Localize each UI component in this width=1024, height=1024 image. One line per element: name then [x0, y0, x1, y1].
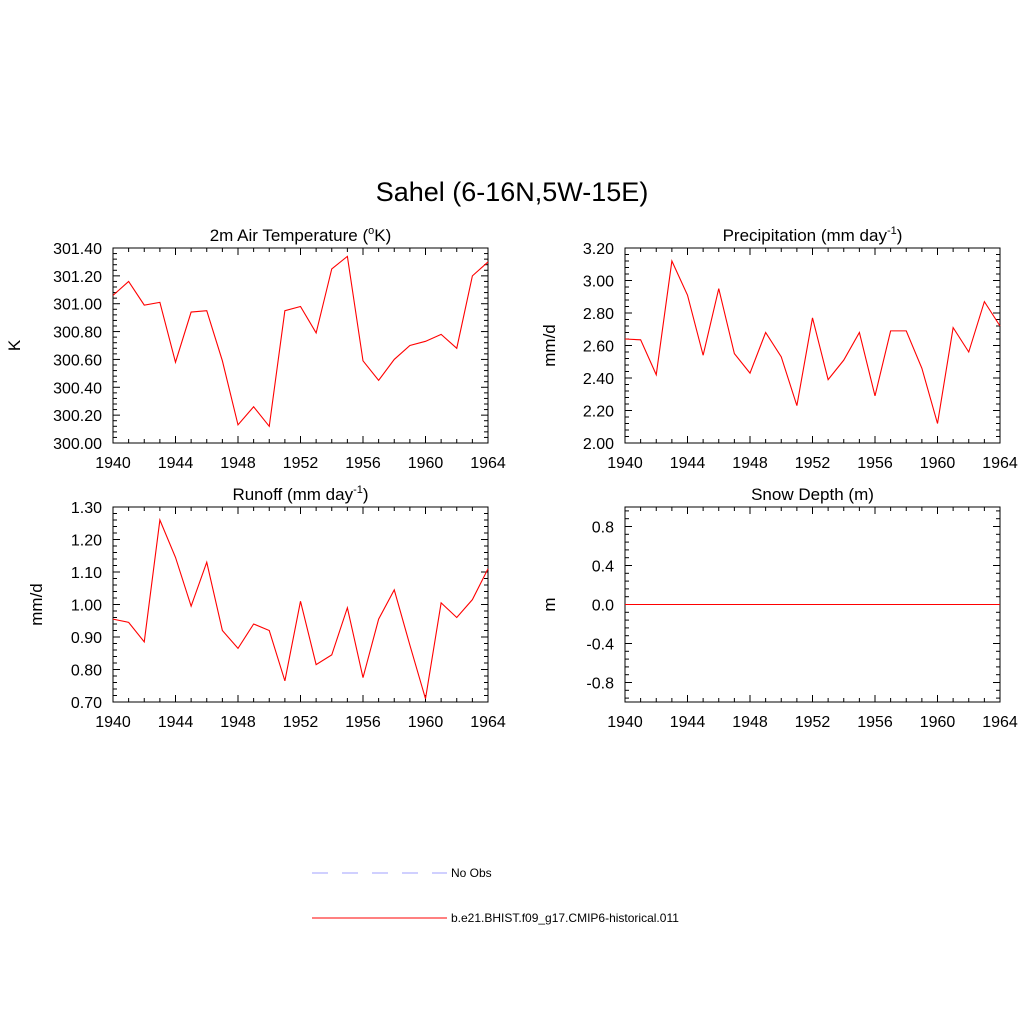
figure-title: Sahel (6-16N,5W-15E) — [376, 177, 649, 207]
y-tick-label: 0.4 — [592, 559, 614, 576]
x-tick-label: 1960 — [408, 455, 444, 472]
x-tick-label: 1960 — [408, 714, 444, 731]
x-tick-label: 1964 — [470, 455, 506, 472]
panel-title-0: 2m Air Temperature (oK) — [210, 225, 392, 245]
x-tick-label: 1964 — [982, 455, 1018, 472]
x-tick-label: 1944 — [158, 455, 194, 472]
x-tick-label: 1940 — [95, 714, 131, 731]
x-tick-label: 1948 — [220, 714, 256, 731]
y-axis-label: mm/d — [27, 583, 46, 626]
x-tick-label: 1940 — [607, 455, 643, 472]
legend-label-0: No Obs — [451, 866, 492, 880]
y-axis-label: m — [540, 597, 559, 611]
y-tick-label: 2.20 — [583, 404, 614, 421]
panel-0: 2m Air Temperature (oK) 1940 1944 1948 1952 1… — [5, 225, 506, 472]
panel-title-1: Precipitation (mm day-1) — [723, 225, 903, 245]
x-tick-label: 1960 — [920, 714, 956, 731]
legend: No Obs b.e21.BHIST.f09_g17.CMIP6-historic… — [312, 866, 679, 925]
y-tick-label: 2.40 — [583, 371, 614, 388]
y-tick-label: 300.20 — [53, 408, 102, 425]
panel-1: Precipitation (mm day-1) 1940 1944 1948 1952… — [540, 225, 1018, 472]
y-tick-label: 1.10 — [71, 565, 102, 582]
y-tick-label: 0.90 — [71, 630, 102, 647]
plot-frame — [112, 247, 489, 444]
y-tick-label: 0.80 — [71, 663, 102, 680]
y-tick-label: 0.0 — [592, 598, 614, 615]
x-tick-label: 1952 — [283, 714, 319, 731]
panel-title-3: Snow Depth (m) — [751, 485, 874, 504]
y-tick-label: 3.20 — [583, 241, 614, 258]
y-tick-label: 300.00 — [53, 436, 102, 453]
x-tick-label: 1944 — [670, 455, 706, 472]
y-tick-label: 1.00 — [71, 598, 102, 615]
x-tick-label: 1948 — [220, 455, 256, 472]
y-tick-label: 1.20 — [71, 533, 102, 550]
panels: 2m Air Temperature (oK) 1940 1944 1948 1952 1… — [5, 225, 1018, 731]
panel-2: Runoff (mm day-1) 1940 1944 1948 1952 1956 196… — [27, 484, 506, 731]
y-tick-label: -0.8 — [586, 676, 614, 693]
plot-frame — [624, 247, 1001, 444]
y-tick-label: 300.80 — [53, 325, 102, 342]
y-tick-label: 301.20 — [53, 269, 102, 286]
panel-3: Snow Depth (m) 1940 1944 1948 1952 1956 1960 19… — [540, 485, 1018, 731]
y-tick-label: 2.00 — [583, 436, 614, 453]
x-tick-label: 1944 — [158, 714, 194, 731]
x-tick-label: 1952 — [795, 714, 831, 731]
x-tick-label: 1940 — [607, 714, 643, 731]
y-tick-label: 0.70 — [71, 695, 102, 712]
y-tick-label: -0.4 — [586, 637, 614, 654]
x-tick-label: 1952 — [795, 455, 831, 472]
series-line-0 — [112, 255, 489, 428]
x-tick-label: 1964 — [470, 714, 506, 731]
x-tick-label: 1960 — [920, 455, 956, 472]
x-tick-label: 1956 — [345, 455, 381, 472]
series-line-0 — [112, 517, 489, 699]
panel-title-2: Runoff (mm day-1) — [232, 484, 368, 504]
x-tick-label: 1956 — [857, 455, 893, 472]
y-tick-label: 2.80 — [583, 306, 614, 323]
y-tick-label: 3.00 — [583, 274, 614, 291]
series-line-0 — [624, 259, 1001, 424]
x-tick-label: 1940 — [95, 455, 131, 472]
y-tick-label: 1.30 — [71, 500, 102, 517]
x-tick-label: 1956 — [345, 714, 381, 731]
legend-label-1: b.e21.BHIST.f09_g17.CMIP6-historical.011 — [451, 911, 679, 925]
x-tick-label: 1948 — [732, 714, 768, 731]
x-tick-label: 1952 — [283, 455, 319, 472]
y-tick-label: 0.8 — [592, 520, 614, 537]
y-axis-label: mm/d — [540, 324, 559, 367]
x-tick-label: 1956 — [857, 714, 893, 731]
y-tick-label: 2.60 — [583, 339, 614, 356]
x-tick-label: 1948 — [732, 455, 768, 472]
plot-frame — [112, 506, 489, 703]
y-tick-label: 300.60 — [53, 352, 102, 369]
x-tick-label: 1944 — [670, 714, 706, 731]
y-tick-label: 300.40 — [53, 380, 102, 397]
y-tick-label: 301.00 — [53, 297, 102, 314]
x-tick-label: 1964 — [982, 714, 1018, 731]
y-tick-label: 301.40 — [53, 241, 102, 258]
y-axis-label: K — [5, 339, 24, 351]
